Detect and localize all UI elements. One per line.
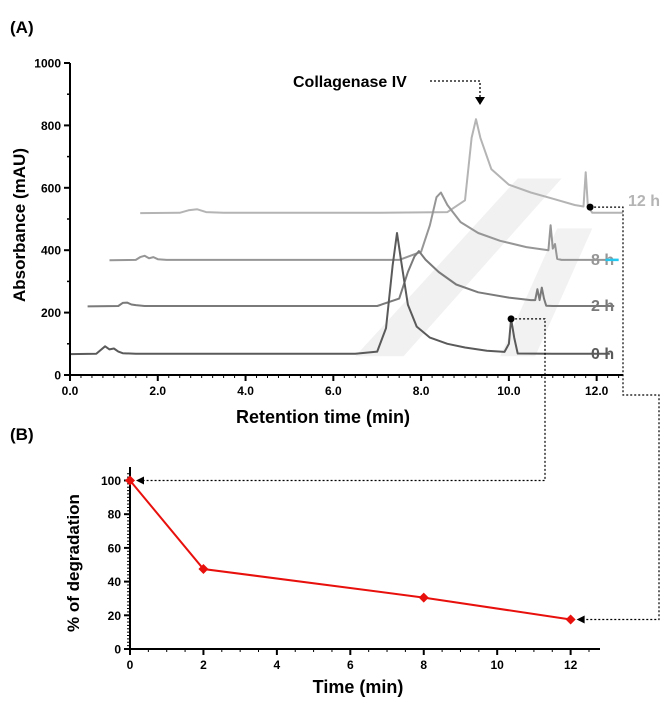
data-point (125, 475, 135, 486)
x-tick-label: 0 (127, 658, 134, 672)
peak-shift-band (355, 178, 562, 357)
x-tick-label: 2.0 (149, 384, 166, 398)
y-tick-label: 0 (114, 643, 121, 657)
degradation-x-label: Time (min) (313, 677, 404, 697)
collagenase-arrow (430, 80, 481, 100)
degradation-axes: 0 20 40 60 80 100 0 2 4 6 8 10 12 (101, 467, 600, 672)
chromatogram-axes: 0 200 400 600 800 1000 0.0 2.0 4.0 6.0 8.0 10.0 12.0 (34, 57, 623, 398)
x-tick-label: 4 (274, 658, 281, 672)
connector-arrowhead (576, 615, 585, 624)
x-tick-label: 10 (491, 658, 505, 672)
series-label: 2 h (591, 298, 614, 315)
degradation-y-label: % of degradation (64, 494, 83, 632)
y-tick-label: 20 (108, 609, 122, 623)
trace-12-h (140, 118, 623, 215)
series-labels: 0 h 2 h 8 h 12 h (591, 193, 660, 363)
degradation-bands (355, 178, 593, 357)
collagenase-annotation: Collagenase IV (293, 74, 407, 91)
y-tick-label: 40 (108, 575, 122, 589)
chromatogram-traces (69, 118, 623, 356)
x-tick-label: 2 (200, 658, 207, 672)
y-tick-label: 1000 (34, 57, 61, 71)
data-point (418, 592, 429, 603)
y-tick-label: 200 (41, 306, 61, 320)
panel-a-label: (A) (10, 18, 34, 37)
trace-2-h (87, 250, 615, 308)
x-tick-label: 8.0 (413, 384, 430, 398)
collagenase-arrowhead (475, 97, 485, 105)
y-tick-label: 100 (101, 474, 121, 488)
x-tick-label: 12.0 (585, 384, 609, 398)
chromatogram-chart: 0 200 400 600 800 1000 0.0 2.0 4.0 6.0 8.0 10.0 12.0… (10, 57, 660, 624)
x-tick-label: 6 (347, 658, 354, 672)
x-tick-label: 12 (564, 658, 578, 672)
y-tick-label: 400 (41, 244, 61, 258)
chromatogram-x-label: Retention time (min) (236, 407, 410, 427)
x-tick-label: 6.0 (325, 384, 342, 398)
series-label: 8 h (591, 252, 614, 269)
connector-arrows (136, 203, 660, 624)
trace-8-h (109, 191, 619, 262)
y-tick-label: 600 (41, 181, 61, 195)
series-label: 0 h (591, 346, 614, 363)
degradation-series (125, 475, 576, 625)
x-tick-label: 10.0 (497, 384, 521, 398)
y-tick-label: 0 (54, 369, 61, 383)
degradation-line (129, 479, 571, 621)
trace-0-h (69, 232, 610, 356)
y-tick-label: 80 (108, 508, 122, 522)
connector-0h (140, 318, 546, 482)
degradation-chart: 0 20 40 60 80 100 0 2 4 6 8 10 12 % of degradation T… (64, 467, 600, 697)
chromatogram-y-label: Absorbance (mAU) (10, 148, 29, 302)
x-tick-label: 0.0 (62, 384, 79, 398)
x-tick-label: 4.0 (237, 384, 254, 398)
data-point (565, 614, 576, 625)
connector-arrowhead (136, 476, 144, 485)
connector-12h (580, 206, 660, 621)
series-label: 12 h (628, 193, 660, 210)
panel-b-label: (B) (10, 425, 34, 444)
data-point (198, 563, 209, 574)
x-tick-label: 8 (420, 658, 427, 672)
y-tick-label: 800 (41, 119, 61, 133)
y-tick-label: 60 (108, 541, 122, 555)
